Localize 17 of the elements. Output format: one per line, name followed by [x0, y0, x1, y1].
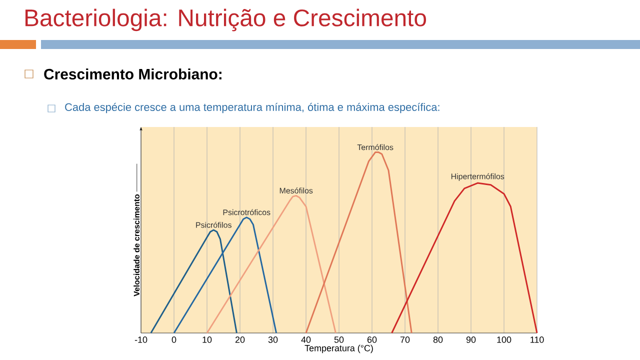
x-tick-label: -10 [134, 336, 148, 343]
x-tick-label: 70 [400, 336, 410, 343]
x-axis-title: Temperatura (°C) [304, 344, 373, 354]
x-tick-label: 10 [202, 336, 212, 343]
text: Cada espécie cresce a uma temperatura mínima, ótima e máxima específica: [65, 102, 440, 114]
x-tick-label: 30 [268, 336, 278, 343]
x-tick-label: 90 [466, 336, 476, 343]
x-tick-label: 100 [497, 336, 512, 343]
x-tick-label: 80 [433, 336, 443, 343]
x-tick-label: 0 [172, 336, 176, 343]
chart-title: Bacteriologia: Nutrição e Crescimento [25, 8, 426, 32]
x-tick-label: 20 [235, 336, 245, 343]
x-tick-label: 60 [367, 336, 377, 343]
chart-subtitle: Crescimento Microbiano: [44, 68, 222, 80]
x-tick-label: 50 [334, 336, 344, 343]
x-tick-label: 110 [530, 336, 544, 343]
x-tick-label: 40 [301, 336, 311, 343]
